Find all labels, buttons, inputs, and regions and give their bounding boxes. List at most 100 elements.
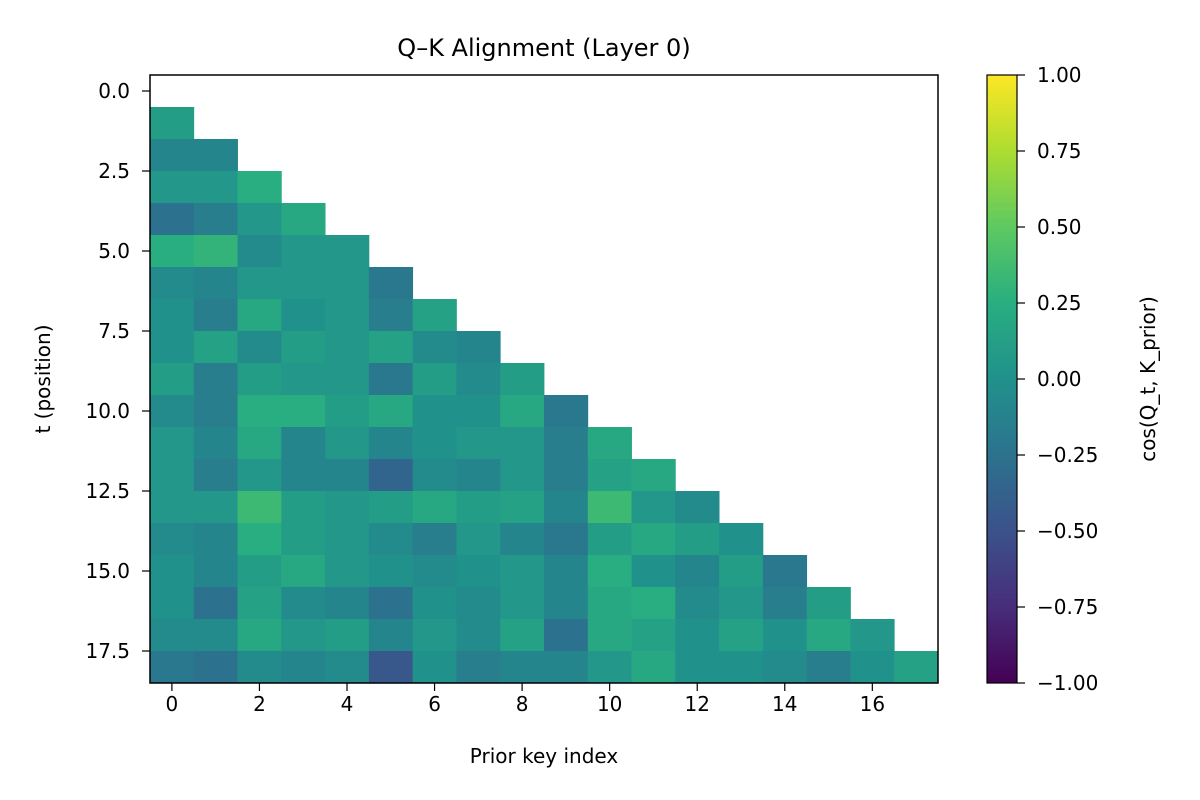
colorbar-tick-label: 0.50 (1037, 215, 1082, 239)
heatmap-cell (762, 651, 808, 684)
heatmap-cell (456, 651, 501, 684)
heatmap-cell (325, 619, 370, 652)
heatmap-cell (281, 235, 326, 268)
heatmap-cell (193, 395, 238, 428)
heatmap-cell (193, 651, 238, 684)
heatmap-cell (762, 619, 808, 652)
heatmap-cell (237, 651, 282, 684)
heatmap-cell (675, 651, 720, 684)
heatmap-cell (412, 427, 457, 460)
heatmap-cell (500, 523, 545, 556)
heatmap-cell (193, 587, 238, 620)
heatmap-cell (237, 555, 282, 588)
heatmap-cell (456, 491, 501, 524)
heatmap-cell (587, 619, 632, 652)
heatmap-cell (806, 651, 851, 684)
heatmap-cell (500, 395, 545, 428)
heatmap-cell (544, 651, 589, 684)
heatmap-cell (456, 395, 501, 428)
heatmap-cell (544, 523, 589, 556)
heatmap-cell (456, 619, 501, 652)
heatmap-cell (325, 651, 370, 684)
heatmap-cell (368, 491, 414, 524)
heatmap-cell (500, 363, 545, 396)
heatmap-cell (193, 363, 238, 396)
heatmap-cell (544, 555, 589, 588)
heatmap-cell (631, 555, 676, 588)
y-tick-label: 7.5 (98, 319, 130, 343)
heatmap-cell (325, 459, 370, 492)
heatmap-cell (368, 363, 414, 396)
heatmap-cell (719, 555, 764, 588)
heatmap-cell (500, 459, 545, 492)
heatmap-cell (150, 299, 195, 332)
heatmap-cell (368, 555, 414, 588)
heatmap-cell (281, 267, 326, 300)
heatmap-cell (281, 619, 326, 652)
heatmap-cell (368, 395, 414, 428)
y-axis-label: t (position) (31, 324, 55, 433)
heatmap-cell (368, 523, 414, 556)
heatmap-cell (544, 395, 589, 428)
heatmap-cell (150, 587, 195, 620)
heatmap-cell (281, 299, 326, 332)
heatmap-cell (719, 651, 764, 684)
heatmap-cell (412, 619, 457, 652)
chart-title: Q–K Alignment (Layer 0) (397, 34, 690, 62)
heatmap-cell (325, 331, 370, 364)
heatmap-cell (631, 651, 676, 684)
heatmap-cell (675, 523, 720, 556)
heatmap-cell (281, 203, 326, 236)
heatmap-cell (587, 491, 632, 524)
heatmap-cell (237, 587, 282, 620)
colorbar-tick-label: 1.00 (1037, 63, 1082, 87)
heatmap-cell (193, 171, 238, 204)
heatmap-cell (894, 651, 939, 684)
heatmap-cell (544, 619, 589, 652)
x-axis-ticks: 0 2 4 6 8 10 12 14 16 (166, 683, 885, 716)
heatmap-cell (281, 395, 326, 428)
heatmap-cell (587, 459, 632, 492)
heatmap-cell (193, 459, 238, 492)
heatmap-cell (281, 651, 326, 684)
heatmap-cell (150, 363, 195, 396)
heatmap-cell (193, 523, 238, 556)
heatmap-cell (281, 555, 326, 588)
heatmap-cell (719, 587, 764, 620)
x-tick-label: 2 (253, 692, 266, 716)
heatmap-cell (587, 587, 632, 620)
y-tick-label: 5.0 (98, 239, 130, 263)
heatmap-cell (631, 619, 676, 652)
heatmap-cell (587, 555, 632, 588)
heatmap-cell (325, 427, 370, 460)
heatmap-cell (412, 523, 457, 556)
y-tick-label: 10.0 (85, 399, 130, 423)
heatmap-cell (325, 587, 370, 620)
heatmap-cell (150, 203, 195, 236)
heatmap-cell (193, 491, 238, 524)
heatmap-cell (368, 459, 414, 492)
heatmap-cell (675, 619, 720, 652)
heatmap-cell (456, 331, 501, 364)
heatmap-cell (237, 363, 282, 396)
heatmap-cell (281, 459, 326, 492)
heatmap-cell (150, 619, 195, 652)
heatmap-cell (193, 299, 238, 332)
heatmap-cell (237, 235, 282, 268)
heatmap-cell (325, 299, 370, 332)
colorbar-tick-label: 0.00 (1037, 367, 1082, 391)
heatmap-cell (719, 619, 764, 652)
heatmap-cell (456, 555, 501, 588)
heatmap-cell (150, 555, 195, 588)
heatmap-cell (150, 427, 195, 460)
heatmap-cell (150, 171, 195, 204)
heatmap-cell (675, 587, 720, 620)
x-tick-label: 14 (772, 692, 797, 716)
x-tick-label: 4 (341, 692, 354, 716)
heatmap-cell (325, 395, 370, 428)
heatmap-cell (237, 171, 282, 204)
heatmap-cell (193, 267, 238, 300)
heatmap-cell (368, 299, 414, 332)
heatmap-cell (368, 619, 414, 652)
